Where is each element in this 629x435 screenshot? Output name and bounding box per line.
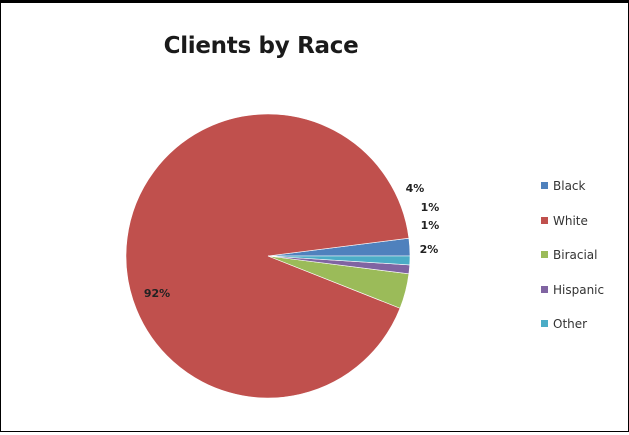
legend-label: Other xyxy=(553,317,588,331)
legend-label: Black xyxy=(553,179,586,193)
legend-label: White xyxy=(553,213,588,228)
legend-swatch xyxy=(541,182,548,189)
pie-slice-other xyxy=(267,255,411,266)
legend-item-white: White xyxy=(541,214,627,229)
data-label-other: 1% xyxy=(421,219,440,232)
legend-swatch xyxy=(541,251,548,258)
data-label-biracial: 4% xyxy=(406,182,425,195)
legend-item-black: Black xyxy=(541,179,627,194)
legend-swatch xyxy=(541,320,548,327)
legend-label: Hispanic xyxy=(553,282,605,297)
pie-chart: 2% 92% 4% 1% 1% xyxy=(125,113,440,399)
chart-title: Clients by Race xyxy=(163,33,359,59)
legend-item-biracial: Biracial xyxy=(541,248,627,263)
legend: Black White Biracial Hispanic Other xyxy=(541,179,627,352)
legend-item-hispanic: Hispanic xyxy=(541,283,627,298)
legend-swatch xyxy=(541,285,548,293)
data-label-white: 92% xyxy=(144,287,170,300)
legend-item-other: Other xyxy=(541,317,627,332)
legend-label: Biracial xyxy=(553,248,598,262)
data-label-hispanic: 1% xyxy=(421,201,440,214)
data-label-black: 2% xyxy=(420,243,439,256)
pie-slice-white xyxy=(125,113,410,399)
legend-swatch xyxy=(541,216,548,224)
